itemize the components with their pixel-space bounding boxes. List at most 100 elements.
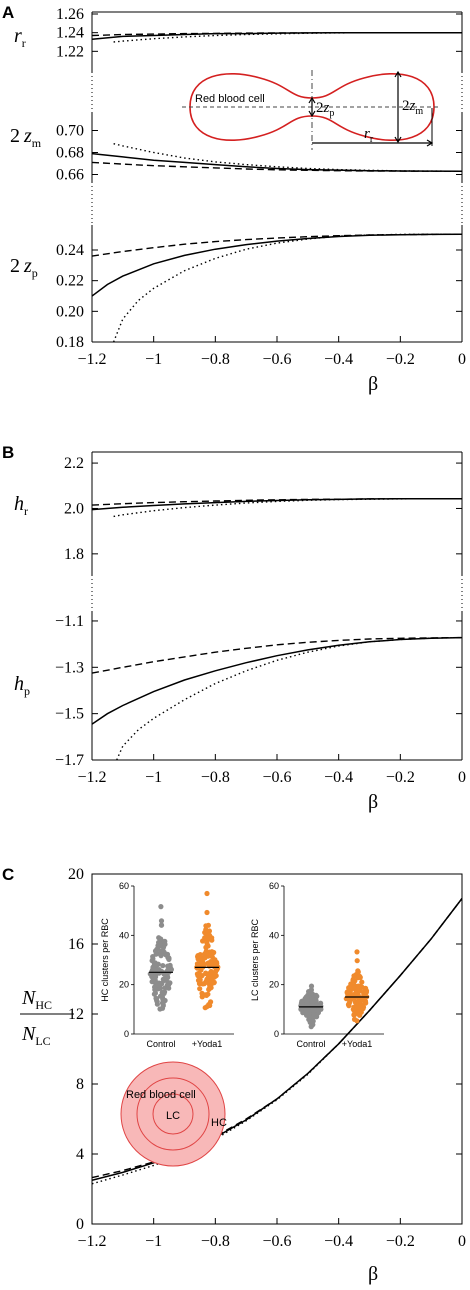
ytick-label: 12 xyxy=(68,1006,84,1023)
inset-point xyxy=(152,984,158,990)
rbc-top-label: Red blood cell xyxy=(126,1089,196,1101)
inset-point xyxy=(212,957,218,963)
inset-point xyxy=(208,985,214,991)
inset-point xyxy=(153,995,159,1002)
subplot-rr: 1.26 1.241.22 xyxy=(56,6,462,60)
ytick-label: 4 xyxy=(76,1146,84,1163)
inset-ytick-label: 20 xyxy=(269,980,279,990)
xtick-label: −0.4 xyxy=(324,351,353,368)
xtick-label: −0.6 xyxy=(262,769,291,786)
inset-point xyxy=(197,973,203,979)
ytick-label: 0.70 xyxy=(56,123,84,140)
ylabel-ratio-denominator: NLC xyxy=(21,1023,51,1048)
ytick-label: 0 xyxy=(76,1216,84,1233)
inset-point xyxy=(358,995,364,1001)
inset-point xyxy=(204,890,210,897)
inset-point xyxy=(156,935,162,941)
xtick-label: −1.2 xyxy=(77,351,106,368)
inset-point xyxy=(309,1003,315,1009)
inset-point xyxy=(212,961,218,967)
subplot-hp: −1.1 −1.3 −1.5 −1.7−1.2 −1 −0.8 −0.6 −0.4 −0.2 0 xyxy=(55,613,466,786)
series-line-dotted xyxy=(113,498,462,518)
inset-point xyxy=(160,1003,166,1009)
inset-point xyxy=(356,983,362,989)
ytick-label: 1.22 xyxy=(56,43,84,60)
inset-ytick-label: 0 xyxy=(124,1029,129,1039)
panel-a-frame xyxy=(91,11,463,343)
inset-point xyxy=(310,999,316,1005)
ytick-label: −1.1 xyxy=(55,613,84,630)
inset-point xyxy=(359,979,365,985)
series-line-dotted xyxy=(92,898,462,1185)
series-line-dashed xyxy=(92,161,462,172)
inset-point xyxy=(362,988,368,994)
ytick-label: 16 xyxy=(68,936,84,953)
inset-point xyxy=(202,953,208,959)
ytick-label: 2.0 xyxy=(64,500,84,517)
inset-point xyxy=(306,1016,312,1023)
rbc-lc-ring xyxy=(152,1093,194,1135)
series-line-solid xyxy=(92,497,462,511)
inset-point xyxy=(156,942,162,948)
xtick-label: −0.8 xyxy=(201,769,230,786)
xtick-label: −0.8 xyxy=(201,351,230,368)
ytick-label: 1.26 xyxy=(56,6,84,23)
ylabel-hr: hr xyxy=(14,493,28,518)
ylabel-hp: hp xyxy=(14,673,30,698)
inset-point xyxy=(350,977,356,983)
inset-point xyxy=(197,986,203,992)
inset-point xyxy=(354,1004,360,1010)
inset-point xyxy=(304,1000,310,1007)
rbc-top-view-inset: Red blood cell LC HC xyxy=(120,1061,227,1167)
inset-ytick-label: 60 xyxy=(119,881,129,891)
ytick-label: 0.18 xyxy=(56,334,84,351)
inset-point xyxy=(150,954,156,960)
ytick-label: 1.24 xyxy=(56,25,84,42)
inset-point xyxy=(165,974,171,981)
inset-point xyxy=(208,979,214,985)
inset-point xyxy=(160,996,166,1003)
ytick-label: −1.5 xyxy=(55,706,84,723)
rbc-lc-label: LC xyxy=(166,1110,180,1122)
inset-point xyxy=(351,973,357,979)
inset-point xyxy=(165,979,171,986)
inset-point xyxy=(363,1000,369,1006)
series-line-dashed xyxy=(92,233,462,257)
inset-point xyxy=(314,1002,321,1008)
ytick-label: 0.66 xyxy=(56,167,84,184)
xtick-label: −0.4 xyxy=(324,769,353,786)
xtick-label: −0.2 xyxy=(386,769,415,786)
series-line-dotted xyxy=(113,143,462,172)
ytick-label: 8 xyxy=(76,1076,84,1093)
series-line-dotted xyxy=(112,233,462,342)
inset-point xyxy=(206,1002,212,1008)
inset-point xyxy=(348,981,354,987)
inset-point xyxy=(204,909,210,916)
ylabel-ratio-numerator: NHC xyxy=(21,987,52,1012)
inset-point xyxy=(204,976,210,982)
rbc-shape-inset: Red blood cell 2zp 2zm rr xyxy=(182,70,438,150)
xtick-label: −1 xyxy=(145,351,162,368)
inset-point xyxy=(159,990,165,996)
xlabel-beta-b: β xyxy=(368,791,378,813)
xlabel-beta-a: β xyxy=(368,373,378,395)
inset-point xyxy=(211,949,217,956)
rbc-outer-circle xyxy=(120,1061,226,1167)
inset-point xyxy=(158,918,165,924)
rbc-2zm-label: 2zm xyxy=(402,98,423,117)
xtick-label: −0.4 xyxy=(324,1233,353,1250)
rbc-shape-label: Red blood cell xyxy=(195,93,265,105)
rbc-hc-label: HC xyxy=(211,1117,227,1129)
inset-category-label: +Yoda1 xyxy=(342,1039,372,1049)
inset-point xyxy=(351,1012,357,1018)
xtick-label: −0.8 xyxy=(201,1233,230,1250)
ylabel-ratio: NHC NLC xyxy=(20,987,74,1048)
inset-point xyxy=(309,1022,315,1028)
inset-point xyxy=(166,956,172,963)
xtick-label: −1.2 xyxy=(77,1233,106,1250)
inset-point xyxy=(345,1002,352,1008)
inset-point xyxy=(354,949,360,955)
panel-c-frame xyxy=(91,873,463,1225)
inset-ytick-label: 40 xyxy=(119,930,129,940)
